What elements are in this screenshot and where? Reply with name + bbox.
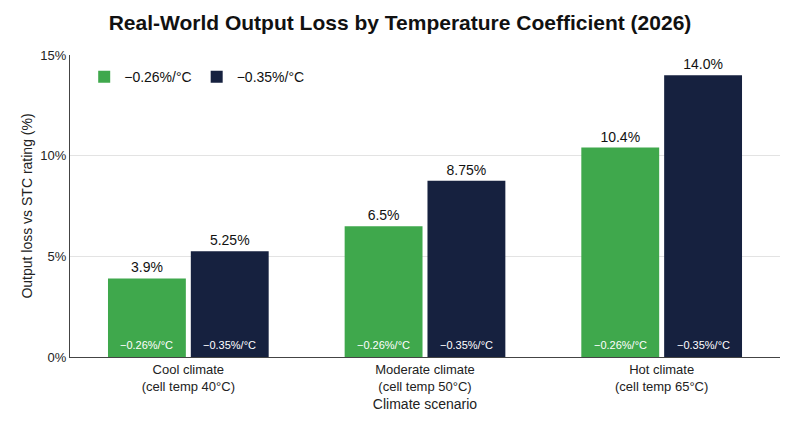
svg-text:14.0%: 14.0% — [683, 56, 723, 72]
svg-text:0%: 0% — [48, 350, 67, 365]
svg-text:Hot climate(cell temp 65°C): Hot climate(cell temp 65°C) — [615, 362, 708, 394]
svg-text:5%: 5% — [48, 249, 67, 264]
svg-text:Cool climate(cell temp 40°C): Cool climate(cell temp 40°C) — [142, 362, 235, 394]
svg-text:Moderate climate(cell temp 50°: Moderate climate(cell temp 50°C) — [375, 362, 475, 394]
svg-text:5.25%: 5.25% — [210, 232, 250, 248]
svg-text:−0.26%/°C: −0.26%/°C — [120, 339, 173, 351]
svg-text:Real-World Output Loss by Temp: Real-World Output Loss by Temperature Co… — [109, 11, 692, 34]
svg-text:6.5%: 6.5% — [368, 207, 400, 223]
svg-text:−0.35%/°C: −0.35%/°C — [203, 339, 256, 351]
svg-text:10%: 10% — [40, 148, 66, 163]
svg-text:−0.26%/°C: −0.26%/°C — [357, 339, 410, 351]
svg-text:−0.26%/°C: −0.26%/°C — [124, 69, 191, 85]
svg-text:8.75%: 8.75% — [447, 162, 487, 178]
svg-text:−0.35%/°C: −0.35%/°C — [440, 339, 493, 351]
svg-text:Climate scenario: Climate scenario — [373, 396, 477, 412]
svg-text:−0.35%/°C: −0.35%/°C — [677, 339, 730, 351]
svg-text:Output loss vs STC rating (%): Output loss vs STC rating (%) — [19, 113, 35, 298]
svg-text:3.9%: 3.9% — [131, 259, 163, 275]
svg-text:15%: 15% — [40, 48, 66, 63]
svg-text:10.4%: 10.4% — [600, 129, 640, 145]
svg-text:−0.26%/°C: −0.26%/°C — [594, 339, 647, 351]
svg-text:−0.35%/°C: −0.35%/°C — [237, 69, 304, 85]
